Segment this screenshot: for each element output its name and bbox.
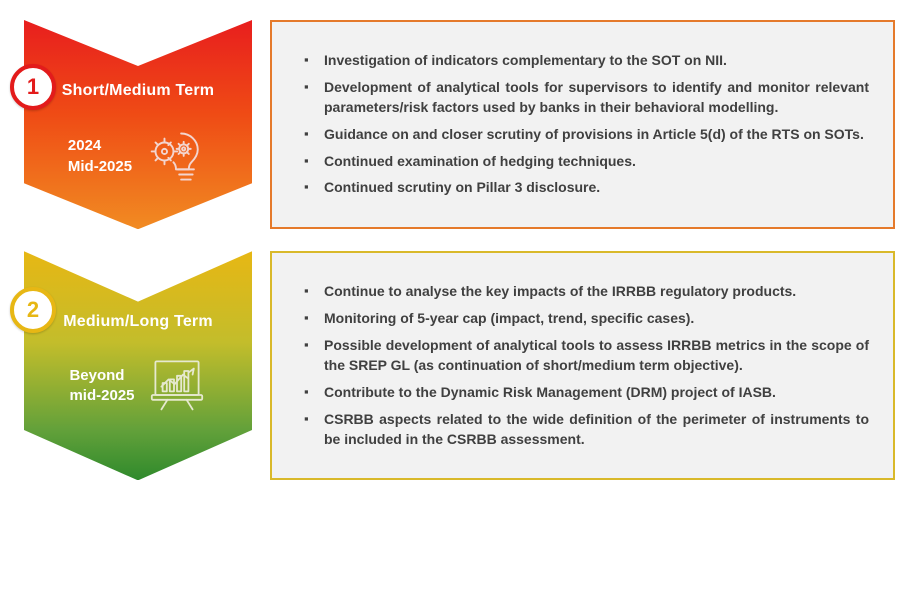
- list-item: Possible development of analytical tools…: [304, 336, 869, 376]
- chevron-2-title: Medium/Long Term: [63, 313, 213, 331]
- chevron-2-dates: Beyond mid-2025: [69, 366, 134, 407]
- panel-1-list: Investigation of indicators complementar…: [304, 44, 869, 205]
- panel-2: Continue to analyse the key impacts of t…: [270, 251, 895, 480]
- chevron-1-title: Short/Medium Term: [62, 82, 214, 100]
- chevron-2-wrap: Medium/Long Term Beyond mid-2025: [24, 251, 252, 480]
- list-item: Investigation of indicators complementar…: [304, 51, 869, 71]
- panel-2-list: Continue to analyse the key impacts of t…: [304, 275, 869, 456]
- badge-number: 2: [27, 297, 39, 323]
- list-item: Continue to analyse the key impacts of t…: [304, 282, 869, 302]
- list-item: Guidance on and closer scrutiny of provi…: [304, 125, 869, 145]
- chevron-1-meta: 2024 Mid-2025: [68, 122, 208, 191]
- section-2: 2 Medium/Long Term Beyond mid-2025: [24, 251, 895, 480]
- list-item: Continued scrutiny on Pillar 3 disclosur…: [304, 178, 869, 198]
- list-item: Development of analytical tools for supe…: [304, 78, 869, 118]
- chevron-1-date1: 2024: [68, 136, 132, 156]
- chevron-2-meta: Beyond mid-2025: [69, 353, 206, 418]
- chevron-2: Medium/Long Term Beyond mid-2025: [24, 251, 252, 480]
- list-item: Monitoring of 5-year cap (impact, trend,…: [304, 309, 869, 329]
- chevron-1-wrap: Short/Medium Term 2024 Mid-2025: [24, 20, 252, 229]
- presentation-chart-icon: [147, 353, 207, 418]
- badge-2: 2: [10, 287, 56, 333]
- chevron-2-date1: Beyond: [69, 366, 134, 386]
- list-item: CSRBB aspects related to the wide defini…: [304, 410, 869, 450]
- chevron-1: Short/Medium Term 2024 Mid-2025: [24, 20, 252, 229]
- list-item: Contribute to the Dynamic Risk Managemen…: [304, 383, 869, 403]
- chevron-1-date2: Mid-2025: [68, 157, 132, 177]
- idea-gear-icon: [144, 122, 208, 191]
- badge-number: 1: [27, 74, 39, 100]
- chevron-1-dates: 2024 Mid-2025: [68, 136, 132, 177]
- badge-1: 1: [10, 64, 56, 110]
- section-1: 1 Short/Medium Term 2024 Mid-2025: [24, 20, 895, 229]
- panel-1: Investigation of indicators complementar…: [270, 20, 895, 229]
- list-item: Continued examination of hedging techniq…: [304, 152, 869, 172]
- chevron-2-date2: mid-2025: [69, 386, 134, 406]
